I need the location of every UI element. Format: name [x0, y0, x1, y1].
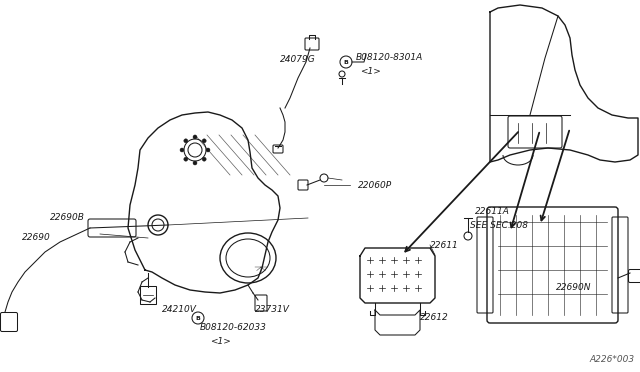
Text: B: B: [344, 60, 348, 64]
Circle shape: [202, 139, 206, 143]
Text: <1>: <1>: [210, 337, 231, 346]
Circle shape: [184, 139, 188, 143]
Text: A226*003: A226*003: [590, 355, 635, 364]
Circle shape: [193, 161, 197, 165]
Text: 22611A: 22611A: [475, 208, 510, 217]
Circle shape: [193, 135, 197, 139]
Text: B08120-8301A: B08120-8301A: [356, 54, 423, 62]
Text: 22690B: 22690B: [50, 214, 85, 222]
Circle shape: [206, 148, 210, 152]
Text: 23731V: 23731V: [255, 305, 290, 314]
Text: B08120-62033: B08120-62033: [200, 324, 267, 333]
Text: SEE SEC.208: SEE SEC.208: [470, 221, 528, 230]
Text: 24079G: 24079G: [280, 55, 316, 64]
Text: 22611: 22611: [430, 241, 459, 250]
Text: 22690N: 22690N: [556, 283, 591, 292]
Circle shape: [180, 148, 184, 152]
Circle shape: [202, 157, 206, 161]
Text: 22060P: 22060P: [358, 180, 392, 189]
Text: 22612: 22612: [420, 314, 449, 323]
Text: <1>: <1>: [360, 67, 381, 77]
Text: 24210V: 24210V: [162, 305, 197, 314]
Text: B: B: [196, 315, 200, 321]
Text: 22690: 22690: [22, 234, 51, 243]
Circle shape: [184, 157, 188, 161]
